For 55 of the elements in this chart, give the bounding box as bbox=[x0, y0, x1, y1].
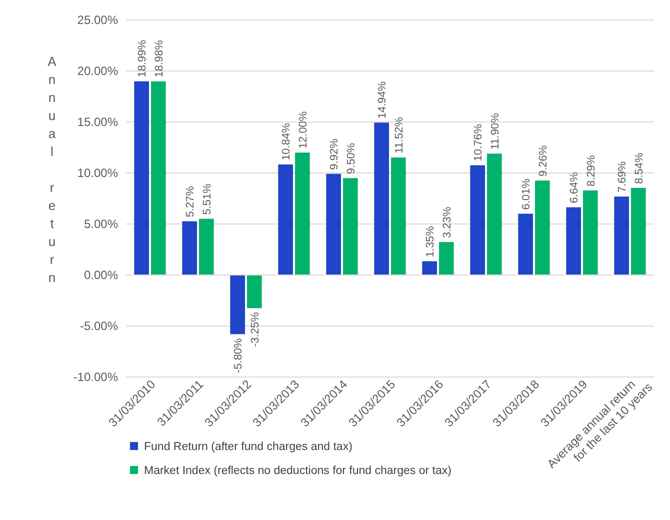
data-label: 5.27% bbox=[184, 186, 197, 218]
bar bbox=[199, 218, 214, 275]
y-tick-label: 25.00% bbox=[77, 13, 118, 28]
legend-label: Fund Return (after fund charges and tax) bbox=[144, 441, 353, 453]
bar bbox=[487, 154, 502, 275]
bar bbox=[151, 81, 166, 275]
bar bbox=[566, 207, 581, 275]
data-label: 5.51% bbox=[201, 183, 214, 215]
data-label: 10.84% bbox=[280, 122, 293, 160]
bar bbox=[374, 122, 389, 275]
data-label: 8.29% bbox=[585, 155, 598, 186]
bar bbox=[422, 261, 437, 275]
bar bbox=[182, 221, 197, 275]
data-label: 9.50% bbox=[345, 142, 358, 174]
bar bbox=[247, 275, 262, 308]
y-tick-label: 20.00% bbox=[77, 64, 118, 78]
bar bbox=[518, 214, 533, 275]
data-label: 6.01% bbox=[520, 178, 533, 210]
bar bbox=[535, 180, 550, 275]
bar bbox=[343, 178, 358, 275]
data-label: 14.94% bbox=[376, 81, 389, 119]
y-tick-label: 5.00% bbox=[84, 217, 118, 232]
y-tick-label: 15.00% bbox=[77, 115, 118, 130]
bar bbox=[230, 275, 245, 334]
bar bbox=[326, 174, 341, 275]
bar bbox=[134, 81, 149, 275]
bar bbox=[583, 190, 598, 275]
legend-label: Market Index (reflects no deductions for fund charges or tax) bbox=[144, 465, 452, 477]
bar bbox=[614, 196, 629, 275]
data-label: 18.98% bbox=[153, 40, 166, 78]
y-tick-label: -10.00% bbox=[73, 370, 118, 384]
bar bbox=[470, 165, 485, 275]
text: Annual return bbox=[48, 54, 56, 285]
bar bbox=[631, 188, 646, 275]
bar bbox=[278, 164, 293, 275]
data-label: 6.64% bbox=[568, 172, 581, 204]
data-label: 8.54% bbox=[633, 152, 646, 184]
y-tick-label: 10.00% bbox=[77, 166, 118, 180]
data-label: 12.00% bbox=[297, 111, 310, 149]
data-label: -3.25% bbox=[249, 312, 262, 348]
data-label: 10.76% bbox=[472, 124, 485, 162]
data-label: 11.90% bbox=[489, 112, 502, 150]
y-tick-label: 0.00% bbox=[84, 268, 118, 282]
data-label: 18.99% bbox=[136, 40, 149, 78]
bar bbox=[295, 152, 310, 275]
bar bbox=[439, 242, 454, 275]
data-label: 7.69% bbox=[616, 161, 629, 193]
data-label: 11.52% bbox=[393, 116, 406, 154]
y-tick-label: -5.00% bbox=[80, 319, 118, 334]
bar bbox=[391, 157, 406, 275]
data-label: 1.35% bbox=[424, 226, 437, 258]
data-label: 3.23% bbox=[441, 206, 454, 238]
data-label: -5.80% bbox=[232, 338, 245, 374]
data-label: 9.92% bbox=[328, 138, 341, 170]
data-label: 9.26% bbox=[537, 145, 550, 177]
